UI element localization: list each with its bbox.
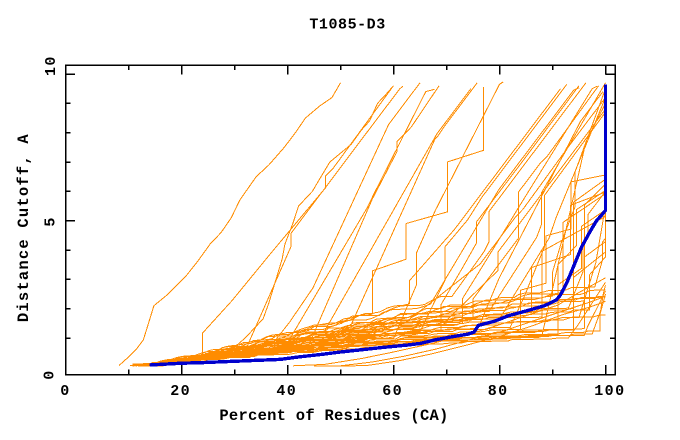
svg-text:80: 80 bbox=[488, 383, 509, 400]
svg-text:Distance Cutoff, A: Distance Cutoff, A bbox=[15, 133, 33, 322]
svg-text:Percent of Residues (CA): Percent of Residues (CA) bbox=[219, 407, 448, 425]
svg-text:60: 60 bbox=[382, 383, 403, 400]
svg-text:40: 40 bbox=[276, 383, 297, 400]
svg-text:5: 5 bbox=[43, 216, 60, 226]
svg-text:0: 0 bbox=[42, 369, 59, 379]
svg-text:20: 20 bbox=[170, 383, 191, 400]
svg-text:100: 100 bbox=[594, 383, 625, 400]
svg-text:0: 0 bbox=[60, 383, 70, 400]
svg-text:T1085-D3: T1085-D3 bbox=[309, 16, 385, 33]
svg-text:10: 10 bbox=[43, 55, 60, 76]
